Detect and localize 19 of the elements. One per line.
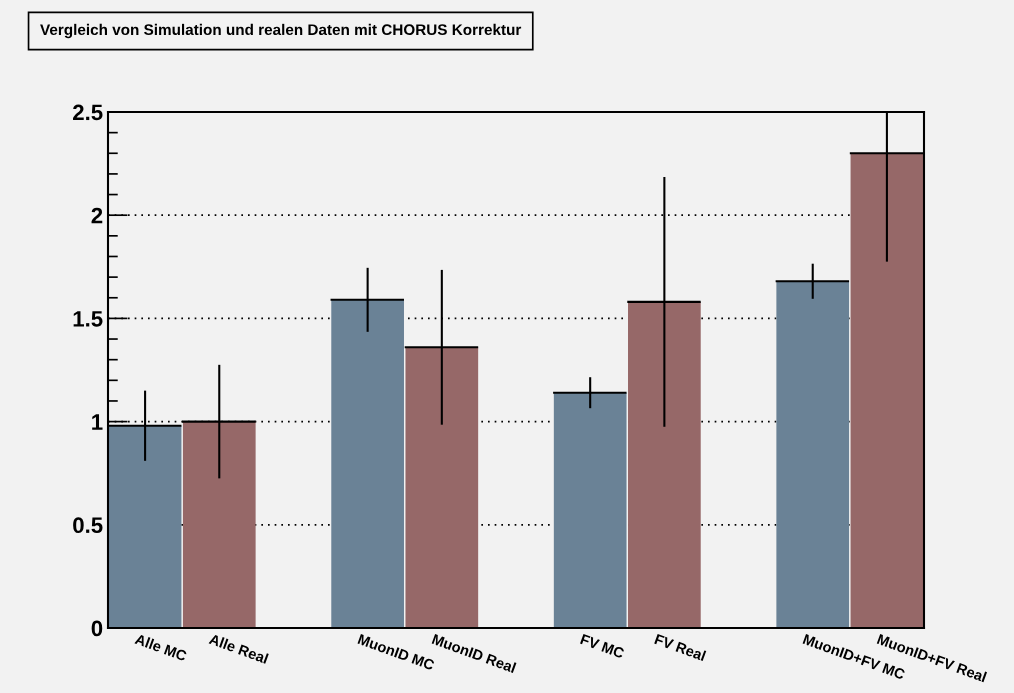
bar xyxy=(553,392,627,628)
y-tick-label: 0.5 xyxy=(73,517,103,534)
y-tick-label: 2.5 xyxy=(73,104,103,121)
bar xyxy=(182,421,256,628)
y-tick-label: 1 xyxy=(92,414,103,430)
bar xyxy=(850,153,924,628)
bar xyxy=(628,301,701,628)
x-tick-label: FV MC xyxy=(580,633,625,659)
x-tick-label: Alle Real xyxy=(208,633,269,664)
x-tick-label: FV Real xyxy=(654,633,707,662)
x-tick-label: Alle MC xyxy=(134,633,188,662)
bar xyxy=(776,281,850,628)
bar xyxy=(405,347,479,628)
bar xyxy=(108,425,182,628)
y-tick-label: 0 xyxy=(91,620,103,637)
bar xyxy=(331,299,404,628)
y-tick-label: 2 xyxy=(91,207,103,224)
chart-title: Vergleich von Simulation und realen Daten mit CHORUS Korrektur xyxy=(40,23,522,39)
y-tick-label: 1.5 xyxy=(73,311,103,327)
